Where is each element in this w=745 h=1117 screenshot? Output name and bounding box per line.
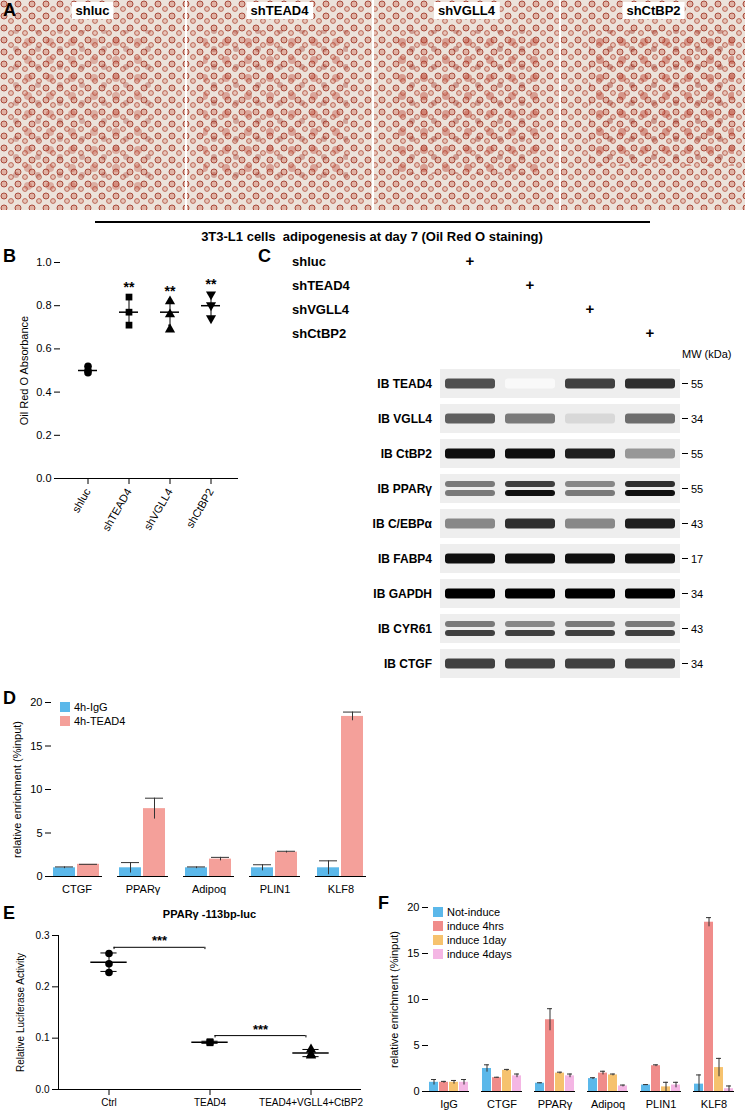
html-text:induce 4days: induce 4days: [447, 948, 512, 960]
svg-text:43: 43: [691, 518, 703, 530]
svg-text:shCtBP2: shCtBP2: [292, 326, 346, 341]
svg-text:shCtBP2: shCtBP2: [626, 3, 680, 18]
svg-text:55: 55: [691, 448, 703, 460]
html-text:induce 1day: induce 1day: [447, 934, 507, 946]
html-text:A: A: [3, 0, 16, 20]
html-text:induce 4hrs: induce 4hrs: [447, 920, 504, 932]
svg-text:0.3: 0.3: [36, 930, 50, 941]
svg-text:20: 20: [407, 901, 419, 913]
svg-text:**: **: [206, 276, 217, 292]
svg-text:PPARγ: PPARγ: [126, 883, 161, 895]
svg-text:IB VGLL4: IB VGLL4: [378, 412, 432, 426]
svg-text:43: 43: [691, 623, 703, 635]
svg-text:IB TEAD4: IB TEAD4: [377, 377, 432, 391]
svg-text:55: 55: [691, 483, 703, 495]
html-text:4h-IgG: 4h-IgG: [74, 701, 108, 713]
svg-text:3T3-L1 cells adipogenesis at: 3T3-L1 cells adipogenesis at day 7 (Oil …: [201, 229, 543, 244]
svg-text:IB PPARγ: IB PPARγ: [378, 482, 433, 496]
svg-text:IB FABP4: IB FABP4: [378, 552, 432, 566]
svg-text:55: 55: [691, 378, 703, 390]
svg-text:+: +: [526, 276, 535, 293]
svg-text:15: 15: [407, 947, 419, 959]
html-text:F: F: [378, 893, 389, 913]
svg-text:shluc: shluc: [70, 486, 93, 515]
svg-text:PPARγ: PPARγ: [538, 1098, 573, 1110]
svg-text:relative enrichment (%input): relative enrichment (%input): [388, 931, 400, 1068]
html-text:C: C: [258, 246, 271, 266]
svg-text:5: 5: [36, 827, 42, 839]
svg-text:IB GAPDH: IB GAPDH: [373, 587, 432, 601]
svg-text:34: 34: [691, 658, 703, 670]
svg-text:shCtBP2: shCtBP2: [184, 486, 216, 530]
svg-text:10: 10: [30, 783, 42, 795]
svg-text:TEAD4+VGLL4+CtBP2: TEAD4+VGLL4+CtBP2: [259, 1097, 363, 1108]
svg-text:KLF8: KLF8: [328, 883, 354, 895]
html-text:D: D: [3, 688, 16, 708]
svg-text:17: 17: [691, 553, 703, 565]
svg-text:shluc: shluc: [292, 254, 326, 269]
svg-text:10: 10: [407, 993, 419, 1005]
svg-text:0.6: 0.6: [36, 342, 51, 354]
svg-text:0: 0: [36, 870, 42, 882]
svg-text:+: +: [466, 252, 475, 269]
svg-text:shVGLL4: shVGLL4: [438, 3, 496, 18]
svg-text:***: ***: [253, 1022, 269, 1037]
svg-text:Relative Luciferase Activity: Relative Luciferase Activity: [15, 953, 26, 1072]
svg-text:0.4: 0.4: [36, 386, 51, 398]
svg-text:CTGF: CTGF: [487, 1098, 517, 1110]
svg-text:KLF8: KLF8: [701, 1098, 727, 1110]
svg-text:shVGLL4: shVGLL4: [292, 302, 350, 317]
svg-text:1.0: 1.0: [36, 256, 51, 268]
svg-text:0.8: 0.8: [36, 299, 51, 311]
svg-text:shluc: shluc: [76, 3, 110, 18]
svg-text:Oil Red O Absorbance: Oil Red O Absorbance: [18, 316, 30, 425]
html-text:B: B: [3, 246, 16, 266]
svg-text:0.1: 0.1: [36, 1032, 50, 1043]
svg-text:**: **: [165, 283, 176, 299]
svg-text:34: 34: [691, 413, 703, 425]
svg-text:PLIN1: PLIN1: [260, 883, 291, 895]
svg-text:relative enrichment (%input): relative enrichment (%input): [11, 721, 23, 858]
svg-text:+: +: [586, 300, 595, 317]
svg-text:CTGF: CTGF: [62, 883, 92, 895]
svg-text:***: ***: [152, 933, 168, 948]
svg-text:**: **: [124, 279, 135, 295]
svg-text:0.2: 0.2: [36, 429, 51, 441]
svg-text:15: 15: [30, 740, 42, 752]
svg-text:IB CtBP2: IB CtBP2: [381, 447, 433, 461]
svg-text:+: +: [646, 324, 655, 341]
html-text:4h-TEAD4: 4h-TEAD4: [74, 715, 126, 727]
svg-text:shTEAD4: shTEAD4: [292, 278, 351, 293]
svg-text:shVGLL4: shVGLL4: [141, 486, 174, 532]
svg-text:IB CYR61: IB CYR61: [378, 622, 432, 636]
svg-text:IB C/EBPα: IB C/EBPα: [373, 517, 433, 531]
svg-text:0: 0: [413, 1085, 419, 1097]
html-text:Not-induce: Not-induce: [447, 906, 501, 918]
svg-text:0.0: 0.0: [36, 1084, 50, 1095]
svg-text:TEAD4: TEAD4: [194, 1097, 227, 1108]
svg-text:MW (kDa): MW (kDa): [682, 348, 732, 360]
svg-text:shTEAD4: shTEAD4: [100, 486, 134, 533]
svg-text:PLIN1: PLIN1: [646, 1098, 677, 1110]
svg-text:0.0: 0.0: [36, 472, 51, 484]
svg-text:IgG: IgG: [440, 1098, 458, 1110]
svg-text:Adipoq: Adipoq: [192, 883, 226, 895]
svg-text:Ctrl: Ctrl: [101, 1097, 117, 1108]
svg-text:shTEAD4: shTEAD4: [251, 3, 310, 18]
svg-text:IB CTGF: IB CTGF: [384, 657, 432, 671]
svg-text:Adipoq: Adipoq: [591, 1098, 625, 1110]
svg-text:20: 20: [30, 696, 42, 708]
svg-text:34: 34: [691, 588, 703, 600]
html-text:PPARγ -113bp-luc: PPARγ -113bp-luc: [162, 908, 257, 920]
svg-text:0.2: 0.2: [36, 981, 50, 992]
html-text:E: E: [3, 903, 15, 923]
svg-text:5: 5: [413, 1039, 419, 1051]
